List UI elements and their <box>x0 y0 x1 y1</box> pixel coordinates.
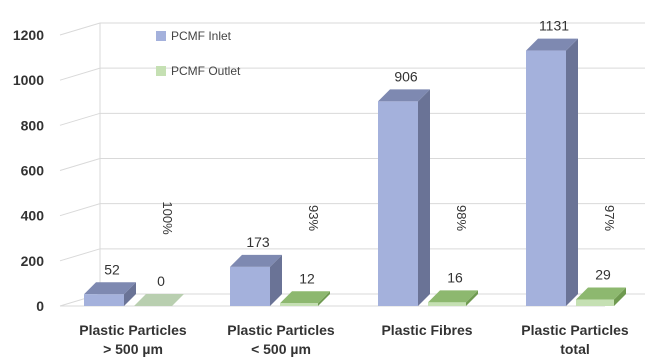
reduction-percent-label: 93% <box>306 205 321 231</box>
outlet-bar-top <box>576 287 626 300</box>
category-label: Plastic Particles > 500 µm <box>79 322 187 357</box>
inlet-bar-side <box>124 282 136 306</box>
category-label: Plastic Particles < 500 µm <box>227 322 335 357</box>
y-axis-ticks: 0 200 400 600 800 1000 1200 <box>13 27 44 314</box>
inlet-value-label: 52 <box>104 261 120 277</box>
inlet-bar-top <box>230 254 282 267</box>
y-tick-label: 0 <box>36 298 44 314</box>
inlet-bar-front <box>84 294 124 306</box>
legend-swatch-outlet <box>156 66 166 76</box>
inlet-bar-side <box>566 38 578 307</box>
outlet-value-label: 29 <box>595 266 611 282</box>
outlet-value-label: 0 <box>157 273 165 289</box>
outlet-bar-front <box>280 303 318 306</box>
reduction-percent-label: 97% <box>602 205 617 231</box>
category-label: Plastic Fibres <box>381 322 472 338</box>
category-label: Plastic Particles total <box>521 322 629 357</box>
inlet-value-label: 906 <box>394 68 418 84</box>
category-labels: Plastic Particles > 500 µm Plastic Particl… <box>79 322 629 357</box>
reduction-percent-label: 100% <box>160 201 175 235</box>
outlet-bar-top <box>134 294 184 306</box>
outlet-bar-side <box>466 290 478 306</box>
inlet-bar-side <box>270 254 282 306</box>
outlet-bar-side <box>318 291 330 306</box>
outlet-bar <box>428 290 478 306</box>
outlet-bar-top <box>428 290 478 303</box>
inlet-bar-side <box>418 89 430 307</box>
inlet-bar-front <box>378 101 418 307</box>
inlet-bar <box>526 38 578 307</box>
outlet-bar-front <box>428 302 466 306</box>
legend-label-inlet: PCMF Inlet <box>171 29 232 43</box>
inlet-bar <box>378 89 430 307</box>
y-tick-label: 200 <box>21 253 45 269</box>
outlet-bar <box>576 287 626 306</box>
legend: PCMF Inlet PCMF Outlet <box>156 29 241 78</box>
y-tick-label: 400 <box>21 208 45 224</box>
grid-lines <box>59 22 645 307</box>
y-tick-label: 800 <box>21 117 45 133</box>
data-labels: 52 0 100% 173 12 93% 906 16 98% 1131 29 97% <box>104 18 617 289</box>
outlet-value-label: 16 <box>447 269 463 285</box>
reduction-percent-label: 98% <box>454 205 469 231</box>
y-tick-label: 600 <box>21 163 45 179</box>
inlet-bar <box>230 254 282 306</box>
inlet-bar <box>84 282 136 306</box>
y-tick-label: 1200 <box>13 27 44 43</box>
inlet-bar-front <box>230 266 270 306</box>
inlet-bar-top <box>84 282 136 295</box>
inlet-bar-top <box>526 38 578 51</box>
bars <box>84 38 626 307</box>
outlet-bar-front <box>576 299 614 306</box>
outlet-bar-top <box>280 291 330 304</box>
inlet-bar-front <box>526 50 566 306</box>
outlet-value-label: 12 <box>299 270 315 286</box>
inlet-bar-top <box>378 89 430 102</box>
outlet-bar-side <box>614 287 626 306</box>
inlet-value-label: 173 <box>246 234 270 250</box>
legend-swatch-inlet <box>156 31 166 41</box>
y-tick-label: 1000 <box>13 72 44 88</box>
outlet-bar <box>134 294 184 306</box>
legend-label-outlet: PCMF Outlet <box>171 64 241 78</box>
inlet-value-label: 1131 <box>539 18 569 34</box>
outlet-bar <box>280 291 330 306</box>
